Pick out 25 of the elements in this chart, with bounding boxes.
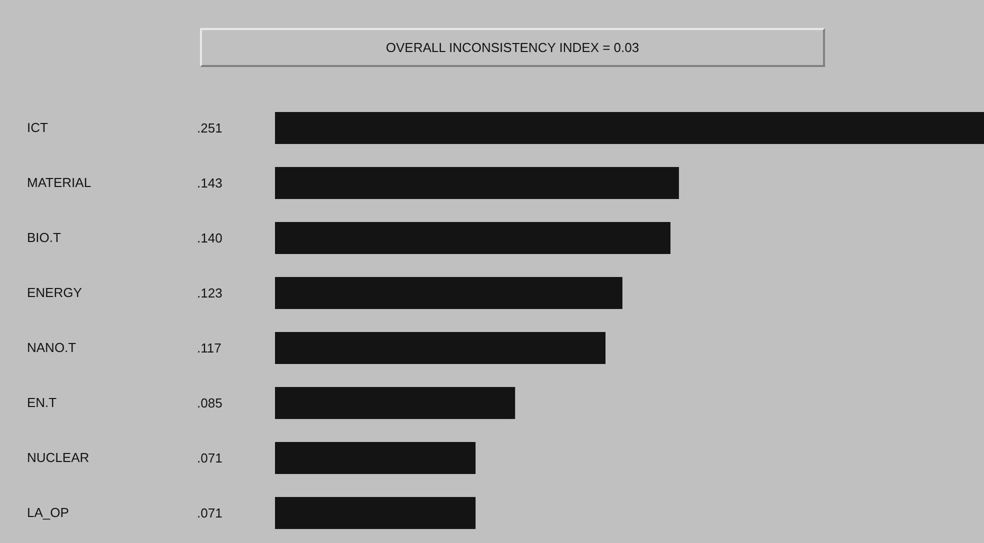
bar — [275, 167, 679, 199]
bar — [275, 222, 670, 254]
data-label: .143 — [197, 176, 222, 190]
data-label: .140 — [197, 230, 222, 246]
bar — [275, 497, 476, 529]
data-label: .071 — [197, 450, 222, 466]
data-label: .085 — [197, 396, 222, 410]
data-label: .251 — [197, 120, 222, 136]
data-label: .071 — [197, 506, 222, 520]
y-tick-label: ENERGY — [27, 285, 82, 300]
y-tick-label: LA_OP — [27, 505, 69, 520]
y-tick-label: EN.T — [27, 395, 57, 410]
bar — [275, 442, 476, 474]
bar — [275, 332, 606, 364]
y-tick-label: MATERIAL — [27, 175, 92, 190]
y-tick-label: BIO.T — [27, 230, 62, 245]
bar — [275, 387, 516, 419]
chart-title: OVERALL INCONSISTENCY INDEX = 0.03 — [386, 40, 640, 55]
data-label: .123 — [197, 286, 222, 300]
data-label: .117 — [197, 340, 222, 356]
y-tick-label: ICT — [27, 120, 48, 135]
y-tick-label: NANO.T — [27, 340, 76, 355]
y-tick-label: NUCLEAR — [27, 450, 90, 465]
bar — [275, 277, 622, 309]
bar — [275, 112, 984, 144]
